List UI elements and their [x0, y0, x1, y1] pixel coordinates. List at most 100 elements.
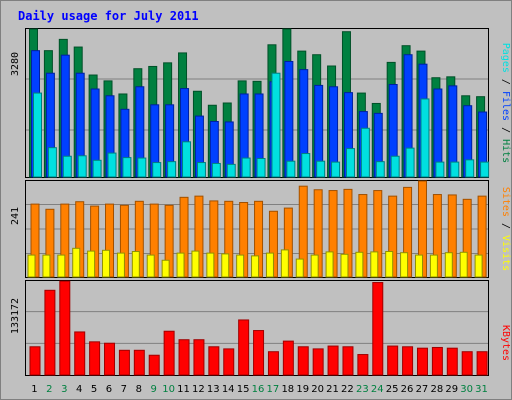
- bar-pages: [420, 98, 430, 178]
- bar-kbytes: [431, 346, 443, 376]
- x-tick-label: 26: [401, 384, 414, 395]
- y-axis-max-label: 133172: [10, 298, 21, 334]
- bar-sites: [474, 254, 483, 278]
- bar-kbytes: [372, 282, 384, 376]
- x-tick-label: 23: [356, 384, 369, 395]
- bar-sites: [191, 250, 200, 278]
- bar-sites: [116, 252, 125, 278]
- bar-pages: [241, 157, 251, 178]
- x-tick-label: 22: [341, 384, 354, 395]
- bar-kbytes: [357, 354, 369, 376]
- bar-sites: [57, 254, 66, 278]
- bar-pages: [480, 161, 490, 178]
- bar-kbytes: [312, 348, 324, 376]
- legend-entry: KBytes: [500, 325, 511, 361]
- x-tick-label: 24: [371, 384, 384, 395]
- x-tick-label: 20: [311, 384, 324, 395]
- bar-pages: [286, 160, 296, 178]
- bar-sites: [72, 247, 81, 278]
- bar-sites: [131, 251, 140, 278]
- x-tick-label: 21: [326, 384, 339, 395]
- bar-sites: [295, 258, 304, 278]
- bar-sites: [414, 254, 423, 278]
- bar-pages: [375, 161, 385, 178]
- legend-entry: /: [500, 73, 511, 91]
- bar-pages: [137, 157, 147, 178]
- x-tick-label: 7: [121, 384, 127, 395]
- bar-pages: [77, 155, 87, 178]
- legend-entry: Visits: [500, 235, 511, 271]
- bar-kbytes: [416, 347, 428, 376]
- bar-pages: [182, 141, 192, 178]
- bar-kbytes: [238, 319, 250, 376]
- bar-sites: [370, 251, 379, 278]
- x-tick-label: 10: [162, 384, 175, 395]
- bar-kbytes: [476, 351, 488, 376]
- bar-pages: [271, 72, 281, 178]
- bar-files: [284, 60, 294, 178]
- x-tick-label: 2: [46, 384, 52, 395]
- panel-mid: 241: [10, 180, 489, 278]
- bar-kbytes: [59, 280, 71, 376]
- bar-pages: [465, 159, 475, 178]
- bar-sites: [265, 252, 274, 278]
- bar-pages: [47, 147, 57, 178]
- bar-pages: [256, 158, 266, 178]
- bar-pages: [211, 162, 221, 178]
- bar-kbytes: [461, 351, 473, 376]
- bar-kbytes: [253, 330, 265, 376]
- bar-kbytes: [163, 330, 175, 376]
- bar-sites: [310, 254, 319, 278]
- bar-sites: [176, 252, 185, 278]
- legend-entry: Hits: [500, 139, 511, 163]
- bar-pages: [360, 127, 370, 178]
- x-tick-label: 30: [460, 384, 473, 395]
- bar-pages: [405, 147, 415, 178]
- bar-sites: [42, 254, 51, 278]
- x-tick-label: 25: [386, 384, 399, 395]
- legend-entry: /: [500, 217, 511, 235]
- bar-pages: [226, 163, 236, 178]
- x-tick-label: 16: [252, 384, 265, 395]
- bar-kbytes: [44, 289, 56, 376]
- bar-kbytes: [387, 345, 399, 376]
- panel-top: 3280: [10, 28, 490, 178]
- bar-kbytes: [29, 346, 41, 376]
- x-tick-label: 28: [430, 384, 443, 395]
- bar-pages: [301, 153, 311, 178]
- bar-kbytes: [327, 345, 339, 376]
- bar-kbytes: [89, 341, 101, 376]
- bar-kbytes: [282, 340, 294, 376]
- x-tick-label: 1: [31, 384, 37, 395]
- bar-sites: [206, 252, 215, 278]
- x-tick-label: 11: [177, 384, 190, 395]
- bar-pages: [390, 155, 400, 178]
- bar-pages: [450, 161, 460, 178]
- bar-sites: [236, 254, 245, 278]
- x-tick-label: 13: [207, 384, 220, 395]
- bar-pages: [345, 148, 355, 178]
- bar-sites: [27, 254, 36, 278]
- x-tick-label: 3: [61, 384, 67, 395]
- bar-kbytes: [178, 339, 190, 376]
- bar-pages: [196, 162, 206, 178]
- panel-frame: [25, 280, 489, 376]
- panel-bot: 133172: [10, 280, 489, 376]
- x-tick-label: 27: [416, 384, 429, 395]
- legend-top: Pages / Files / Hits: [500, 43, 511, 163]
- bar-sites: [146, 254, 155, 278]
- bar-sites: [161, 259, 170, 278]
- legend-entry: Files: [500, 91, 511, 121]
- bar-sites: [459, 251, 468, 278]
- x-tick-label: 29: [445, 384, 458, 395]
- x-tick-label: 14: [222, 384, 235, 395]
- bar-pages: [435, 161, 445, 178]
- bar-kbytes: [118, 349, 130, 376]
- bar-sites: [325, 251, 334, 278]
- bar-pages: [92, 159, 102, 178]
- x-tick-label: 9: [150, 384, 156, 395]
- bar-pages: [152, 162, 162, 178]
- bar-pages: [122, 157, 132, 178]
- bar-sites: [429, 254, 438, 278]
